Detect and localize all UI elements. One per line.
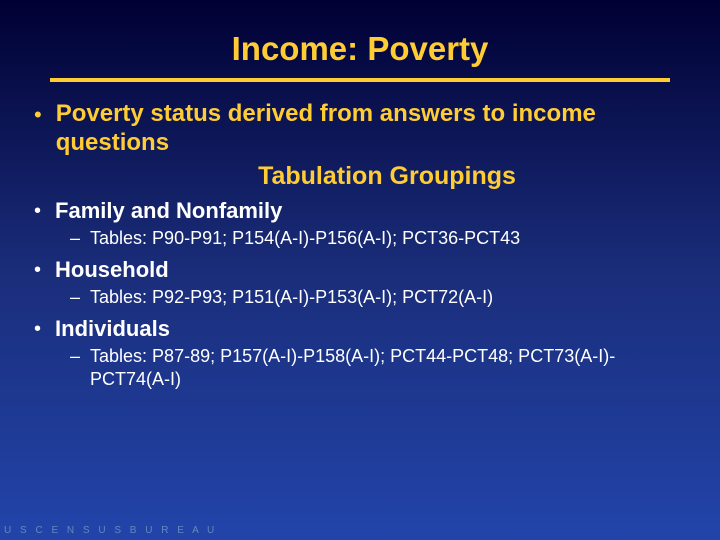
section-title-row: • Family and Nonfamily: [34, 197, 690, 225]
bullet-dot-icon: •: [34, 256, 41, 284]
sub-item: – Tables: P87-89; P157(A-I)-P158(A-I); P…: [70, 345, 690, 390]
title-underline: [50, 78, 670, 82]
section-family: • Family and Nonfamily – Tables: P90-P91…: [34, 197, 690, 250]
tables-text: Tables: P90-P91; P154(A-I)-P156(A-I); PC…: [90, 227, 690, 250]
tables-text: Tables: P92-P93; P151(A-I)-P153(A-I); PC…: [90, 286, 690, 309]
content-area: • Poverty status derived from answers to…: [30, 100, 690, 390]
title-block: Income: Poverty: [30, 30, 690, 82]
sub-item: – Tables: P92-P93; P151(A-I)-P153(A-I); …: [70, 286, 690, 309]
tables-text: Tables: P87-89; P157(A-I)-P158(A-I); PCT…: [90, 345, 690, 390]
section-label: Household: [55, 256, 169, 284]
dash-icon: –: [70, 345, 80, 368]
dash-icon: –: [70, 227, 80, 250]
intro-bullet: • Poverty status derived from answers to…: [34, 100, 690, 158]
slide-title: Income: Poverty: [30, 30, 690, 74]
bullet-dot-icon: •: [34, 315, 41, 343]
section-label: Family and Nonfamily: [55, 197, 282, 225]
section-title-row: • Individuals: [34, 315, 690, 343]
subheading: Tabulation Groupings: [34, 162, 690, 191]
section-individuals: • Individuals – Tables: P87-89; P157(A-I…: [34, 315, 690, 390]
section-household: • Household – Tables: P92-P93; P151(A-I)…: [34, 256, 690, 309]
section-label: Individuals: [55, 315, 170, 343]
slide-container: Income: Poverty • Poverty status derived…: [0, 0, 720, 416]
footer-logo: U S C E N S U S B U R E A U: [4, 525, 217, 536]
sub-item: – Tables: P90-P91; P154(A-I)-P156(A-I); …: [70, 227, 690, 250]
section-title-row: • Household: [34, 256, 690, 284]
bullet-dot-icon: •: [34, 100, 42, 130]
intro-bullet-text: Poverty status derived from answers to i…: [56, 100, 690, 158]
dash-icon: –: [70, 286, 80, 309]
bullet-dot-icon: •: [34, 197, 41, 225]
